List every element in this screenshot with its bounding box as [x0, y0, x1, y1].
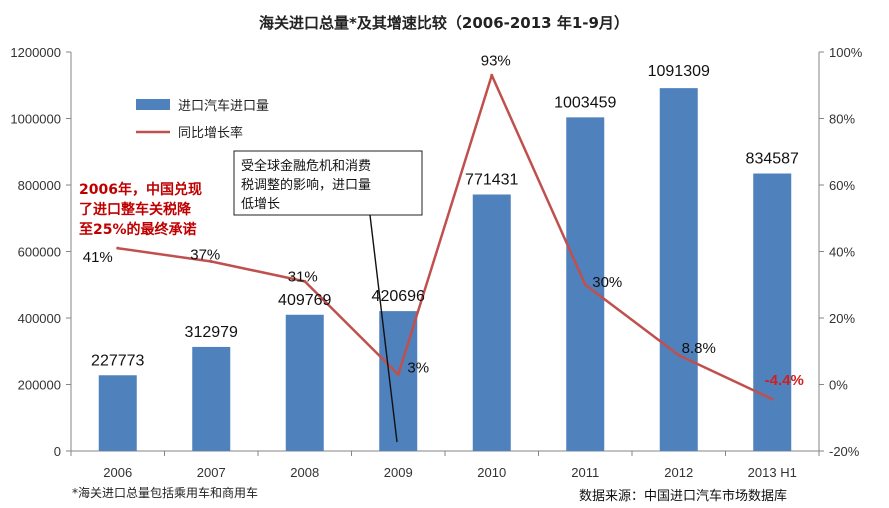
right-tick-label: -20%	[829, 444, 860, 459]
tariff-note-line-3: 至25%的最终承诺	[79, 221, 197, 238]
growth-point	[303, 279, 307, 283]
x-tick-label: 2006	[103, 465, 132, 480]
growth-point	[677, 353, 681, 357]
left-tick-label: 800000	[18, 178, 61, 193]
bar	[192, 346, 231, 451]
growth-value-label: 8.8%	[682, 340, 716, 357]
legend: 进口汽车进口量 同比增长率	[136, 98, 269, 141]
growth-value-label: 31%	[288, 268, 318, 285]
right-tick-label: 60%	[829, 178, 855, 193]
tariff-note: 2006年，中国兑现 了进口整车关税降 至25%的最终承诺	[79, 181, 202, 238]
right-tick-label: 100%	[829, 45, 863, 60]
growth-point	[770, 397, 774, 401]
x-tick-label: 2007	[197, 465, 226, 480]
callout-line-2: 税调整的影响，进口量	[241, 177, 371, 193]
growth-line	[117, 74, 773, 401]
x-tick-label: 2008	[290, 465, 319, 480]
right-tick-label: 0%	[829, 378, 848, 393]
bar-value-label: 312979	[185, 324, 238, 341]
growth-point	[396, 373, 400, 377]
callout-line-3: 低增长	[241, 197, 280, 212]
growth-point	[490, 73, 494, 77]
bar-series	[98, 88, 792, 451]
data-source: 数据来源：中国进口汽车市场数据库	[579, 488, 787, 504]
growth-value-label: 41%	[83, 249, 113, 266]
bar	[472, 194, 511, 451]
left-tick-label: 200000	[18, 378, 61, 393]
bar	[753, 173, 792, 451]
x-tick-label: 2013 H1	[748, 465, 797, 480]
right-tick-label: 80%	[829, 112, 855, 127]
bar	[98, 375, 137, 451]
bar	[285, 314, 324, 451]
left-tick-label: 600000	[18, 245, 61, 260]
legend-swatch-bar	[136, 99, 170, 110]
axes: 0 200000 400000 600000 800000 1000000 1200000 -…	[10, 45, 862, 480]
right-tick-label: 20%	[829, 311, 855, 326]
x-tick-label: 2009	[384, 465, 413, 480]
bar-value-label: 227773	[91, 352, 144, 369]
x-tick-label: 2010	[477, 465, 506, 480]
growth-point	[116, 246, 120, 250]
legend-label-line: 同比增长率	[178, 125, 243, 141]
tariff-note-line-2: 了进口整车关税降	[79, 201, 192, 218]
left-tick-label: 0	[54, 444, 61, 459]
growth-value-label: 30%	[592, 274, 622, 291]
data-labels: 227773 312979 409769 420696 771431 1003459 109…	[83, 52, 804, 389]
callout-pointer	[369, 214, 398, 443]
growth-value-label: 37%	[190, 246, 220, 263]
x-tick-label: 2011	[571, 465, 599, 480]
growth-value-label: 93%	[481, 52, 511, 69]
growth-value-label: -4.4%	[765, 372, 804, 389]
bar-value-label: 771431	[465, 171, 518, 188]
chart-title: 海关进口总量*及其增速比较（2006-2013 年1-9月）	[259, 14, 629, 32]
bar-value-label: 834587	[746, 150, 799, 167]
growth-line-series	[116, 73, 774, 401]
tariff-note-line-1: 2006年，中国兑现	[79, 181, 202, 198]
growth-value-label: 3%	[407, 360, 429, 377]
legend-label-bar: 进口汽车进口量	[178, 98, 269, 114]
crisis-callout: 受全球金融危机和消费 税调整的影响，进口量 低增长	[233, 150, 423, 443]
bar-value-label: 1091309	[648, 63, 710, 80]
left-tick-label: 400000	[18, 311, 61, 326]
bar-value-label: 1003459	[554, 94, 616, 111]
bar	[659, 88, 698, 451]
left-tick-label: 1200000	[10, 45, 61, 60]
callout-line-1: 受全球金融危机和消费	[241, 158, 371, 174]
left-tick-label: 1000000	[10, 112, 61, 127]
growth-point	[583, 283, 587, 287]
footnote: *海关进口总量包括乘用车和商用车	[72, 485, 258, 500]
bar-value-label: 420696	[372, 288, 425, 305]
right-tick-label: 40%	[829, 245, 855, 260]
growth-point	[209, 259, 213, 263]
bar-value-label: 409769	[278, 292, 331, 309]
x-tick-label: 2012	[664, 465, 693, 480]
callout-box	[233, 150, 423, 216]
